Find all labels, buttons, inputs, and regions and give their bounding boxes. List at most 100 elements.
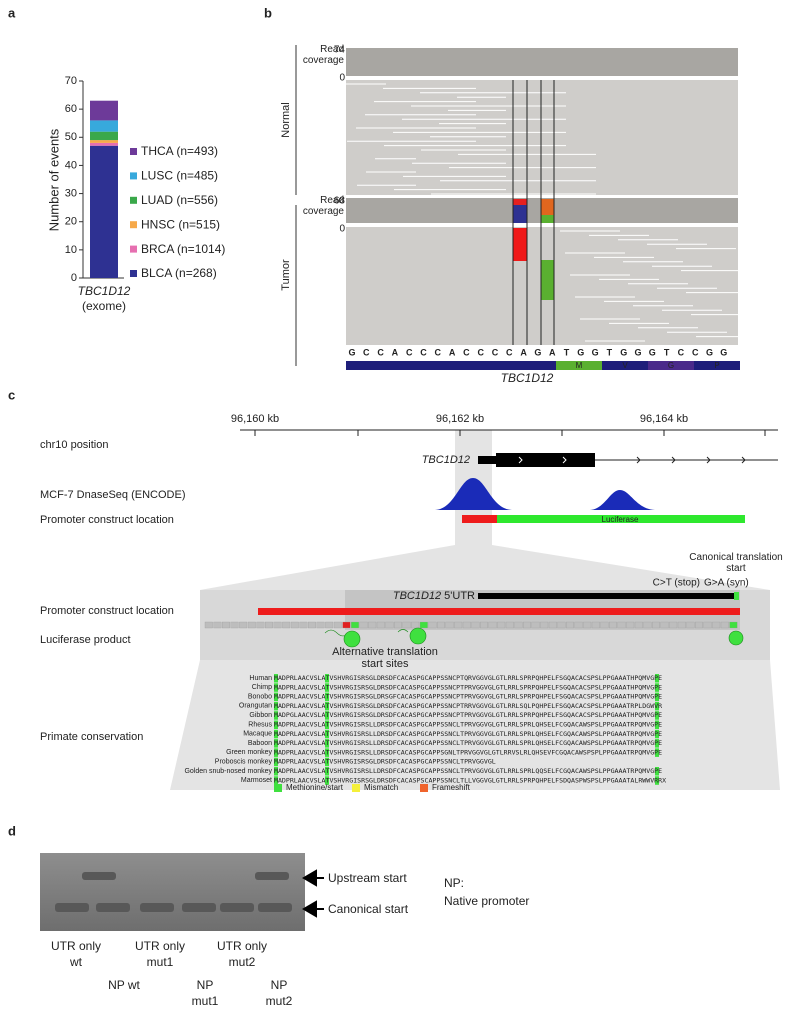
codon	[256, 621, 265, 629]
amino-acid-label: G	[668, 361, 674, 370]
legend-swatch	[130, 221, 137, 229]
variant-coverage	[541, 199, 554, 215]
utr-bar	[346, 361, 556, 370]
y-tick-label: 60	[65, 103, 77, 115]
codon	[247, 621, 256, 629]
base: A	[549, 347, 556, 357]
codon	[548, 621, 557, 629]
codon	[669, 621, 678, 629]
utr-label: 5'UTR	[444, 590, 475, 602]
codon	[720, 621, 729, 629]
start-highlight	[274, 674, 278, 683]
start-highlight	[274, 683, 278, 692]
start-highlight	[655, 692, 659, 702]
gene-label: TBC1D12	[501, 371, 554, 385]
lane-label: UTR only mut2	[216, 939, 267, 969]
sequence: MADPRLAACVSLATVSHVRGISRSLLDRSDFCACASPGCA…	[274, 768, 662, 775]
bar-segment	[90, 145, 118, 278]
bar-segment	[90, 120, 118, 132]
codon	[643, 621, 652, 629]
codon-track	[204, 621, 738, 629]
codon	[600, 621, 609, 629]
sequence: MADPRLAACVSLATVSHVRGISRSGLDRSGFCACASPGCA…	[274, 694, 662, 701]
base: G	[348, 347, 355, 357]
amino-acid	[694, 361, 740, 370]
codon	[505, 621, 514, 629]
y-tick-label: 40	[65, 159, 77, 171]
start-highlight	[325, 692, 329, 702]
codon	[376, 621, 385, 629]
start-highlight	[655, 674, 659, 683]
codon	[677, 621, 686, 629]
start-highlight	[274, 701, 278, 711]
annotation: Canonical translation start	[689, 552, 783, 574]
codon	[204, 621, 213, 629]
variant-coverage	[513, 205, 527, 223]
x-tick-label: TBC1D12	[78, 284, 131, 298]
legend-label: Frameshift	[432, 783, 471, 792]
start-highlight	[325, 757, 329, 767]
band-label: Canonical start	[328, 902, 409, 916]
base: G	[577, 347, 584, 357]
codon	[574, 621, 583, 629]
amino-acid	[602, 361, 648, 370]
luciferase-bar	[497, 515, 745, 523]
start-highlight	[655, 767, 659, 776]
species: Gibbon	[249, 712, 272, 719]
base: C	[363, 347, 370, 357]
start-highlight	[325, 720, 329, 729]
codon	[523, 621, 531, 629]
range-label: 0	[339, 224, 345, 235]
variant-reads	[541, 260, 554, 300]
legend-swatch	[130, 172, 137, 180]
species: Marmoset	[241, 777, 272, 784]
range-label: 74	[334, 45, 346, 56]
start-highlight	[325, 776, 329, 785]
scale-ticks	[254, 430, 766, 436]
codon	[411, 621, 420, 629]
start-highlight	[274, 739, 278, 748]
codon	[316, 621, 325, 629]
variant-coverage	[513, 199, 527, 205]
sequence: MADPRLAACVSLATVSHVRGISRSGLDRSDFCACASPSCA…	[274, 777, 666, 784]
start-highlight	[655, 776, 659, 785]
strand-arrows	[636, 456, 746, 464]
codon	[531, 621, 540, 629]
gel-bands	[55, 872, 292, 912]
y-axis-label: Number of events	[46, 128, 61, 231]
start-highlight	[325, 739, 329, 748]
codon	[626, 621, 635, 629]
base: G	[634, 347, 641, 357]
base: C	[692, 347, 699, 357]
panel-label: c	[8, 387, 15, 402]
row-label: Promoter construct location	[40, 514, 174, 526]
start-highlight	[655, 701, 659, 711]
position-lines	[512, 80, 555, 345]
legend-label: LUAD (n=556)	[141, 193, 218, 207]
codon	[239, 621, 248, 629]
base: C	[492, 347, 499, 357]
codon	[703, 621, 712, 629]
start-highlight	[325, 674, 329, 683]
sample-label: Tumor	[280, 259, 292, 291]
codon	[634, 621, 643, 629]
codon	[351, 621, 359, 629]
row-label: Promoter construct location	[40, 605, 174, 617]
bar-label: Luciferase	[602, 515, 639, 524]
band-label: Upstream start	[328, 871, 407, 885]
base: A	[520, 347, 527, 357]
read-gaps	[346, 83, 738, 342]
y-tick-label: 70	[65, 75, 77, 87]
start-codon	[734, 592, 739, 600]
codon	[273, 621, 282, 629]
sequence: MADPRLAACVSLATVSHVRGISRSLLDRSDFCACASPGCA…	[274, 731, 662, 738]
utr-label: TBC1D12 5'UTR	[393, 590, 475, 602]
sequence: MADPRLAACVSLATVSHVRGISRSGLDRSDFCACASPGCA…	[274, 759, 496, 766]
codon	[686, 621, 695, 629]
codon	[652, 621, 660, 629]
codon	[437, 621, 445, 629]
gene-exon	[478, 456, 496, 464]
